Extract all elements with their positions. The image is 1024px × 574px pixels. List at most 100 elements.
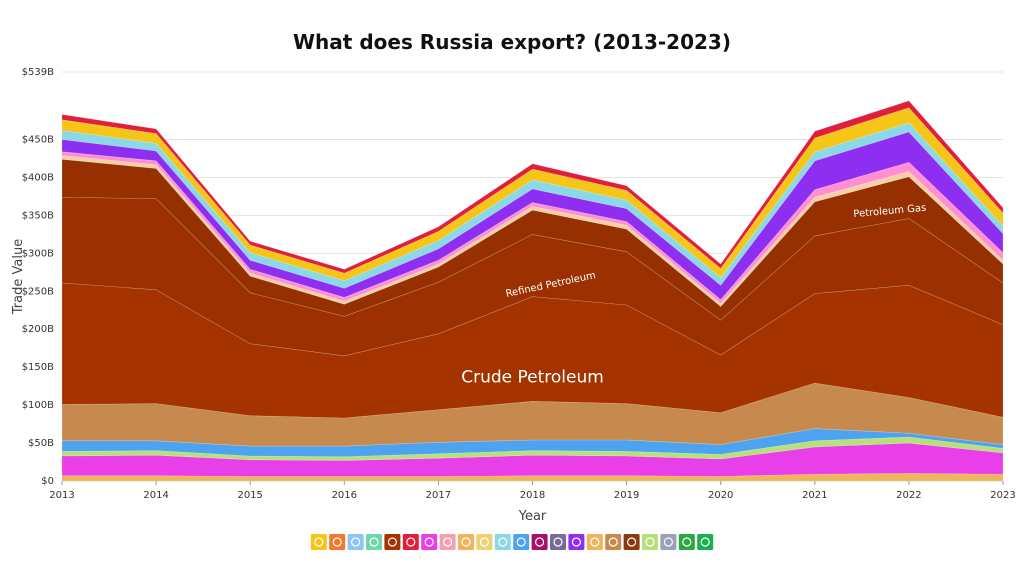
x-tick-label: 2023 (990, 490, 1015, 501)
legend-swatch (402, 534, 419, 550)
machine-icon (586, 534, 603, 550)
legend-swatch (310, 534, 327, 550)
legend-glyph (608, 537, 618, 547)
x-tick-label: 2018 (520, 490, 545, 501)
footwear-icon (513, 534, 530, 550)
y-tick-label: $150B (22, 362, 54, 373)
legend-swatch (366, 534, 382, 550)
legend-swatch (421, 534, 438, 550)
legend-swatch (623, 534, 640, 550)
miscellaneous-icon (660, 534, 677, 550)
wood-icon (458, 534, 474, 550)
legend-glyph (682, 537, 692, 547)
vegetable-icon (329, 534, 346, 550)
legend-swatch (347, 534, 364, 550)
y-tick-label: $539B (22, 67, 54, 78)
legend-glyph (387, 537, 397, 547)
legend-glyph (406, 537, 416, 547)
legend-swatch (678, 534, 695, 550)
y-tick-label: $350B (22, 210, 54, 221)
legend-glyph (314, 537, 324, 547)
x-tick-label: 2020 (708, 490, 733, 501)
x-tick-label: 2016 (332, 490, 357, 501)
area-series-13 (61, 100, 1004, 274)
precious-metal-icon (550, 534, 566, 550)
legend-glyph (516, 537, 526, 547)
legend-swatch (329, 534, 346, 550)
weapon-icon (642, 534, 658, 550)
legend-swatch (531, 534, 548, 550)
stone-glass-icon (531, 534, 548, 550)
metal-icon (568, 534, 585, 550)
x-tick-label: 2015 (237, 490, 262, 501)
legend-swatch (605, 534, 622, 550)
legend-glyph (479, 537, 489, 547)
art-icon (678, 534, 695, 550)
y-tick-label: $300B (22, 248, 54, 259)
chemical-icon (402, 534, 419, 550)
legend-glyph (663, 537, 674, 547)
legend-swatch (697, 534, 714, 550)
y-tick-label: $50B (28, 438, 54, 449)
y-tick-label: $250B (22, 286, 54, 297)
area-series-5 (61, 282, 1004, 419)
textile-icon (494, 534, 511, 550)
legend-glyph (369, 537, 379, 547)
x-tick-label: 2021 (802, 490, 827, 501)
instrument-icon (623, 534, 640, 550)
paper-icon (476, 534, 493, 550)
legend-swatch (568, 534, 585, 550)
leather-icon (439, 534, 456, 550)
y-axis-label: Trade Value (11, 239, 26, 315)
x-axis-label: Year (518, 509, 547, 524)
legend-glyph (590, 537, 600, 547)
transportation-icon (605, 534, 622, 550)
mineral-icon (384, 534, 401, 550)
x-tick-label: 2019 (614, 490, 639, 501)
animal-icon (310, 534, 327, 550)
legend-swatch (494, 534, 511, 550)
legend-swatch (660, 534, 677, 550)
area-series-6 (61, 196, 1004, 357)
legend-swatch (550, 534, 566, 550)
legend-glyph (626, 537, 637, 547)
area-series-12 (61, 107, 1004, 282)
area-series-10 (61, 131, 1004, 301)
x-tick-label: 2013 (49, 490, 74, 501)
legend-glyph (553, 537, 563, 547)
legend-swatch (384, 534, 401, 550)
legend-glyph (498, 537, 508, 547)
foodstuff-icon (366, 534, 382, 550)
legend-swatch (458, 534, 474, 550)
animal-vegetable-oil-icon (347, 534, 364, 550)
legend-glyph (461, 537, 471, 547)
legend-glyph (351, 537, 361, 547)
area-series-3 (61, 428, 1004, 458)
y-tick-label: $100B (22, 400, 54, 411)
y-tick-label: $0 (41, 476, 54, 487)
chart-title: What does Russia export? (2013-2023) (293, 30, 731, 54)
legend-glyph (443, 537, 453, 547)
legend-swatch (586, 534, 603, 550)
y-tick-label: $400B (22, 172, 54, 183)
y-tick-label: $450B (22, 135, 54, 146)
plastic-icon (421, 534, 438, 550)
x-tick-label: 2017 (426, 490, 451, 501)
legend-glyph (571, 537, 582, 547)
legend-swatch (513, 534, 530, 550)
area-annotation: Crude Petroleum (461, 367, 604, 387)
x-tick-label: 2022 (896, 490, 921, 501)
legend-glyph (424, 537, 434, 547)
legend-glyph (645, 537, 655, 547)
y-tick-label: $200B (22, 324, 54, 335)
legend-swatch (642, 534, 658, 550)
legend-glyph (534, 537, 545, 547)
legend-swatch (439, 534, 456, 550)
legend-glyph (332, 537, 342, 547)
x-tick-label: 2014 (143, 490, 168, 501)
unspecified-icon (697, 534, 714, 550)
legend-glyph (700, 537, 710, 547)
legend-swatch (476, 534, 493, 550)
